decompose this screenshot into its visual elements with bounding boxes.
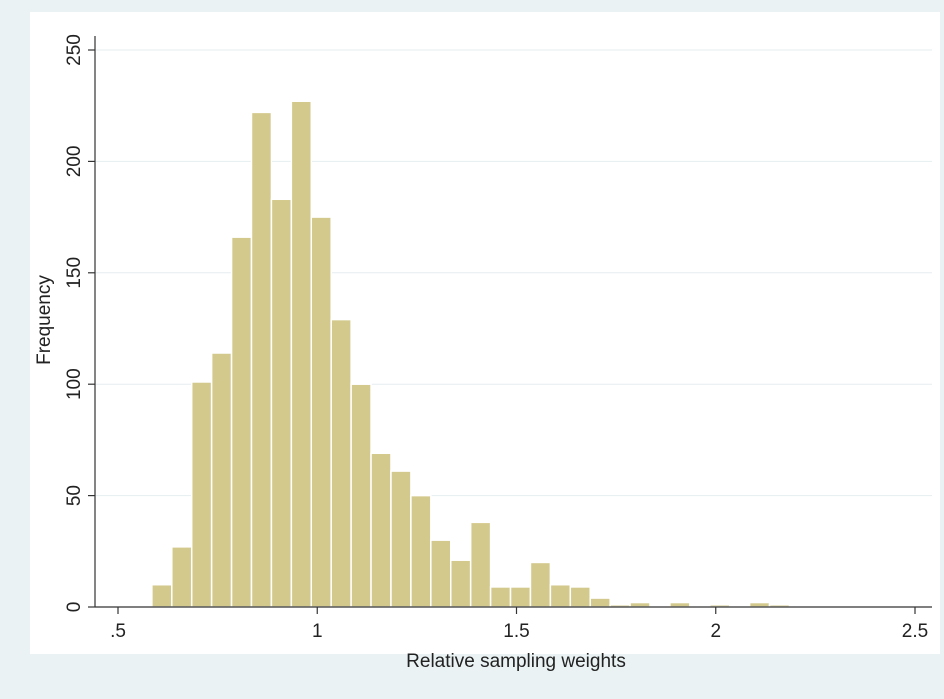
x-axis-title: Relative sampling weights <box>406 651 626 672</box>
histogram-bar <box>171 546 193 608</box>
histogram-bar <box>370 452 392 608</box>
histogram-bar <box>669 601 691 608</box>
histogram-bar <box>449 559 472 608</box>
y-axis-title: Frequency <box>34 275 55 365</box>
histogram-bar <box>290 100 313 608</box>
y-tick-label: 50 <box>64 485 85 506</box>
histogram-bar <box>210 352 233 608</box>
axes <box>94 36 932 608</box>
histogram-bar <box>489 586 512 608</box>
histogram-bar <box>330 318 352 608</box>
x-tick-label: 2 <box>710 621 721 642</box>
histogram-bar <box>629 601 651 608</box>
y-tick-label: 100 <box>64 368 85 400</box>
histogram-bar <box>230 236 253 608</box>
x-tick-label: 1.5 <box>503 621 529 642</box>
histogram-bar <box>589 597 611 608</box>
histogram-bar <box>250 111 273 608</box>
histogram-bar <box>430 539 452 608</box>
y-tick-label: 250 <box>64 34 85 66</box>
histogram-bar <box>270 198 293 608</box>
x-axis-ticks: .5 1 1.5 2 2.5 <box>110 607 928 642</box>
x-tick-label: 2.5 <box>902 621 928 642</box>
histogram-bar <box>509 586 532 608</box>
histogram-bar <box>310 216 332 608</box>
histogram-bar <box>469 521 492 608</box>
histogram-bar <box>350 383 372 608</box>
histogram-bar <box>748 601 771 608</box>
histogram-bar <box>529 561 552 608</box>
y-tick-label: 150 <box>64 257 85 289</box>
histogram-bar <box>410 494 432 608</box>
histogram-bar <box>569 586 591 608</box>
histogram-bar <box>549 583 572 608</box>
histogram-bar <box>390 470 412 608</box>
histogram-bar <box>190 381 213 608</box>
x-tick-label: 1 <box>312 621 323 642</box>
y-tick-label: 200 <box>64 146 85 178</box>
histogram-bar <box>151 583 173 608</box>
x-tick-label: .5 <box>110 621 126 642</box>
y-axis-ticks: 0 50 100 150 200 250 <box>64 34 95 612</box>
y-tick-label: 0 <box>64 602 85 613</box>
